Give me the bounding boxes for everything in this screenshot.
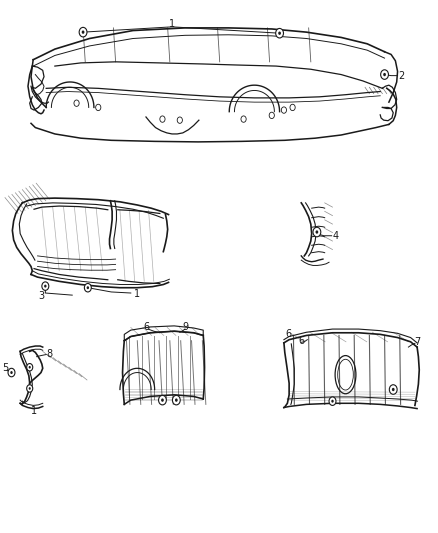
- Circle shape: [392, 388, 395, 391]
- Circle shape: [28, 366, 31, 368]
- Circle shape: [173, 395, 180, 405]
- Text: 4: 4: [333, 231, 339, 241]
- Circle shape: [85, 284, 91, 292]
- Circle shape: [278, 31, 281, 35]
- Text: 1: 1: [169, 19, 175, 29]
- Circle shape: [27, 385, 33, 392]
- Circle shape: [315, 230, 318, 233]
- Text: 1: 1: [31, 406, 37, 416]
- Circle shape: [161, 399, 164, 402]
- Circle shape: [159, 395, 166, 405]
- Circle shape: [331, 400, 334, 402]
- Circle shape: [8, 368, 15, 377]
- Circle shape: [383, 73, 386, 76]
- Circle shape: [175, 399, 178, 402]
- Text: 8: 8: [46, 349, 53, 359]
- Circle shape: [44, 285, 46, 288]
- Circle shape: [276, 28, 283, 38]
- Text: 3: 3: [38, 291, 44, 301]
- Circle shape: [10, 371, 13, 374]
- Circle shape: [389, 385, 397, 394]
- Circle shape: [27, 364, 33, 371]
- Text: 9: 9: [182, 322, 188, 333]
- Circle shape: [82, 30, 85, 34]
- Circle shape: [79, 27, 87, 37]
- Text: 2: 2: [398, 70, 404, 80]
- Text: 7: 7: [414, 337, 420, 347]
- Circle shape: [329, 397, 336, 406]
- Text: 6: 6: [285, 329, 291, 340]
- Circle shape: [87, 286, 89, 289]
- Circle shape: [28, 387, 31, 390]
- Circle shape: [42, 282, 49, 290]
- Text: 5: 5: [2, 364, 8, 373]
- Circle shape: [313, 227, 321, 237]
- Circle shape: [381, 70, 389, 79]
- Text: 6: 6: [298, 336, 304, 346]
- Text: 1: 1: [134, 289, 140, 299]
- Text: 6: 6: [143, 322, 149, 333]
